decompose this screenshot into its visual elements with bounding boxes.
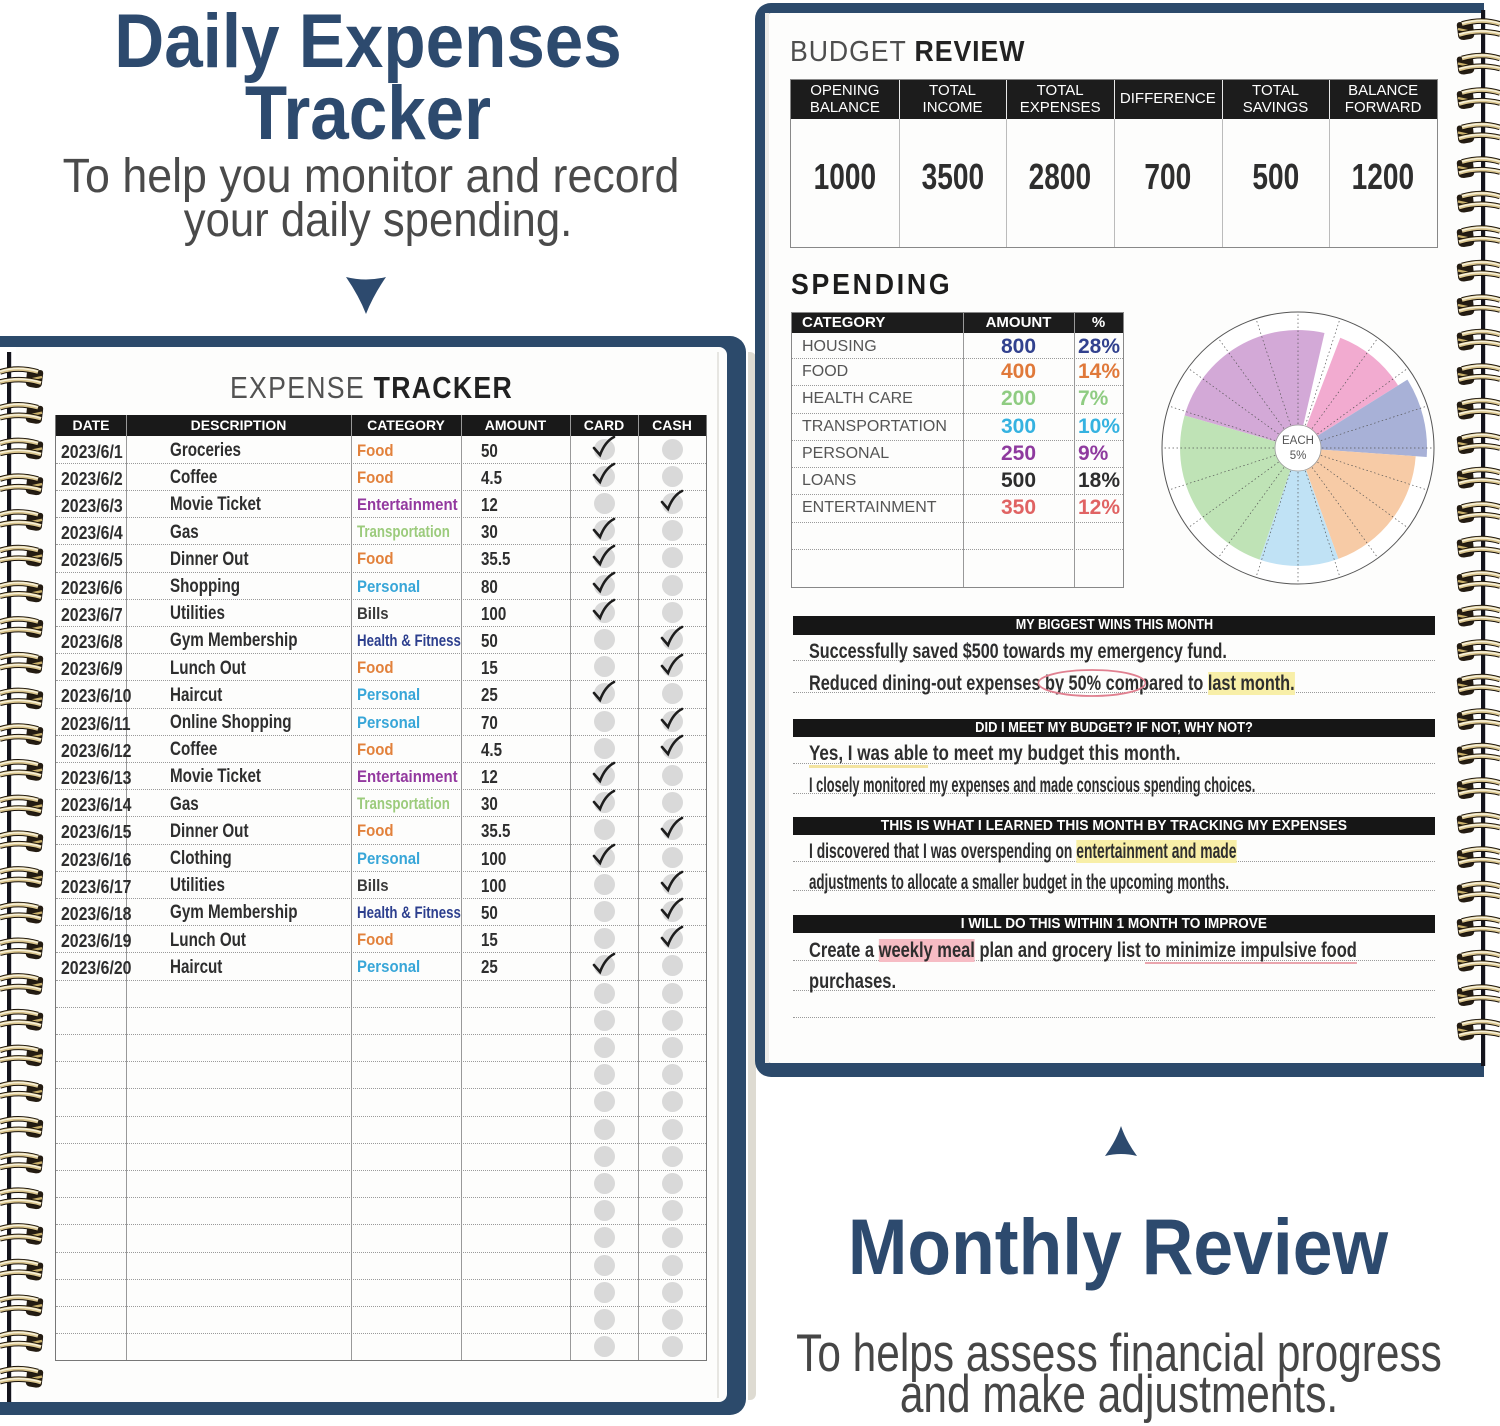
svg-text:EACH: EACH — [1282, 435, 1314, 447]
svg-text:5%: 5% — [1290, 450, 1307, 462]
